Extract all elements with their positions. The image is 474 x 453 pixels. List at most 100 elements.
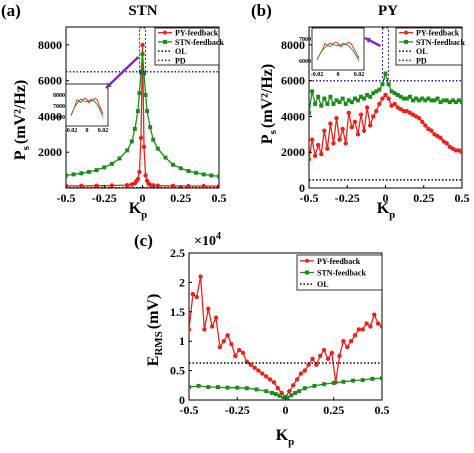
inset-x-tick-label: -0.02 [65,128,78,134]
data-point-stn-feedback [94,168,99,173]
data-point-py-feedback [368,123,373,128]
data-point-py-feedback [209,324,215,329]
data-point-stn-feedback [328,94,333,99]
y-tick-label: 8000 [38,38,62,52]
panel-c-ylabel: ERMS(mV) [145,294,165,367]
data-point-stn-feedback [277,393,282,398]
x-tick-label: 0.25 [413,191,434,205]
data-point-stn-feedback [206,385,211,390]
y-tick-label: 0 [179,393,185,407]
data-point-py-feedback [360,327,365,332]
data-point-stn-feedback [407,94,412,99]
data-point-stn-feedback [302,386,307,391]
data-point-py-feedback [459,150,462,155]
data-point-py-feedback [328,121,333,126]
zoom-arrow-head [365,37,371,43]
data-point-stn-feedback [79,171,84,176]
data-point-py-feedback [141,144,147,150]
data-point-py-feedback [420,119,425,125]
data-point-py-feedback [429,128,434,133]
data-point-stn-feedback [401,96,406,101]
inset-y-tick-label: 6000 [299,59,311,65]
legend-box [154,27,220,66]
data-point-py-feedback [202,327,207,332]
panel-b-ylabel: Ps(mV²/Hz) [259,64,279,144]
panel-a-inset: -0.02 0 0.02 6000 7000 8000 [53,27,147,134]
legend-marker-stn-feedback [404,39,408,44]
y-tick-label: 0 [299,181,305,195]
data-point-py-feedback [310,356,315,362]
data-point-py-feedback [298,371,304,376]
data-point-py-feedback [343,141,348,146]
data-point-py-feedback [294,377,300,382]
data-point-stn-feedback [125,148,130,153]
data-point-py-feedback [240,350,246,356]
data-point-stn-feedback [244,386,249,391]
series-group [66,42,219,188]
data-point-py-feedback [309,137,315,142]
data-point-stn-feedback [450,98,455,103]
legend-label-stn-feedback: STN-feedback [317,269,366,278]
data-point-stn-feedback [337,100,342,105]
y-tick-label: 4000 [38,109,62,123]
data-point-stn-feedback [411,98,416,103]
data-point-stn-feedback [215,385,220,390]
data-point-stn-feedback [435,96,440,101]
data-point-py-feedback [377,101,382,107]
data-point-py-feedback [341,339,346,344]
data-point-stn-feedback [386,82,391,87]
data-point-py-feedback [352,333,358,338]
data-point-py-feedback [372,312,377,317]
panel-c-legend: PY-feedback STN-feedback OL [296,254,383,291]
legend-label-pd: PD [416,56,427,65]
data-point-stn-feedback [438,100,443,105]
data-point-py-feedback [375,321,381,326]
data-point-stn-feedback [148,125,153,130]
data-point-stn-feedback [460,100,462,105]
data-point-stn-feedback [143,92,148,97]
zoom-arrow [105,55,140,89]
data-point-py-feedback [312,153,318,158]
inset-x-tick-label: 0 [86,128,89,134]
data-point-py-feedback [315,142,321,148]
panel-c-label: (c) [134,231,153,250]
data-point-stn-feedback [135,109,140,114]
data-point-stn-feedback [377,87,382,92]
data-point-py-feedback [325,356,331,362]
data-point-stn-feedback [414,96,419,101]
data-point-stn-feedback [429,98,434,103]
data-point-py-feedback [340,126,345,132]
x-tick-label: 0 [383,191,389,205]
data-point-py-feedback [386,96,391,101]
data-point-stn-feedback [395,92,400,97]
legend-marker-stn-feedback [163,39,167,44]
legend-marker-py-feedback [163,30,167,35]
data-point-stn-feedback [334,98,339,103]
data-point-py-feedback [368,324,373,329]
y-tick-label: 2 [179,275,185,289]
legend-label-ol: OL [175,47,187,56]
legend-label-ol: OL [416,47,428,56]
data-point-py-feedback [374,108,379,114]
data-point-stn-feedback [319,103,324,108]
x-tick-label: 0.25 [170,191,191,205]
data-point-stn-feedback [343,101,348,106]
panel-b-ticks: -0.5 -0.25 0 0.25 0.5 0 2000 4000 6000 8000 [281,38,470,205]
data-point-py-feedback [225,333,230,338]
x-tick-label: -0.25 [92,191,117,205]
legend-marker-py-feedback [305,258,309,263]
legend-label-py-feedback: PY-feedback [416,29,460,38]
legend-label-stn-feedback: STN-feedback [175,38,224,47]
legend-marker-stn-feedback [305,270,309,275]
data-point-stn-feedback [71,172,76,177]
data-point-py-feedback [256,368,261,373]
zoom-region-box [138,27,147,75]
zoom-arrow-head [106,82,112,88]
inset-series-stn-feedback [316,43,360,61]
data-point-stn-feedback [196,383,201,388]
data-point-stn-feedback [432,98,437,103]
data-point-py-feedback [260,371,265,376]
data-point-stn-feedback [380,376,382,381]
data-point-py-feedback [138,135,144,141]
data-point-stn-feedback [313,101,318,106]
